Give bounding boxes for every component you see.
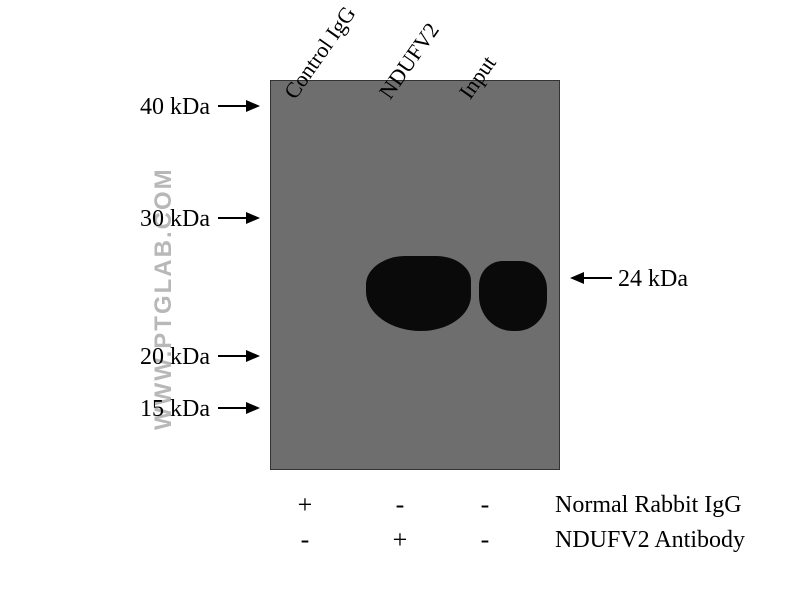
treatment-r1-c3: - (470, 490, 500, 520)
mw-arrow-20-line (218, 355, 246, 357)
treatment-r1-c1: + (290, 490, 320, 520)
mw-arrow-30-line (218, 217, 246, 219)
mw-label-15: 15 kDa (110, 396, 210, 423)
mw-arrow-40-head (246, 100, 260, 112)
treatment-r2-c2: + (385, 525, 415, 555)
band-lane3 (479, 261, 547, 331)
mw-arrow-30-head (246, 212, 260, 224)
treatment-r2-c1: - (290, 525, 320, 555)
figure-container: WWW.PTGLAB.COM Control IgG NDUFV2 Input … (0, 0, 800, 600)
mw-label-30: 30 kDa (110, 206, 210, 233)
band-lane2 (366, 256, 471, 331)
target-label-24: 24 kDa (618, 266, 688, 293)
target-arrow-head (570, 272, 584, 284)
treatment-r2-c3: - (470, 525, 500, 555)
mw-label-20: 20 kDa (110, 344, 210, 371)
mw-arrow-20-head (246, 350, 260, 362)
treatment-r1-label: Normal Rabbit IgG (555, 492, 742, 519)
mw-label-40: 40 kDa (110, 94, 210, 121)
treatment-r2-label: NDUFV2 Antibody (555, 527, 745, 554)
mw-arrow-40-line (218, 105, 246, 107)
treatment-r1-c2: - (385, 490, 415, 520)
blot-membrane (270, 80, 560, 470)
target-arrow-line (584, 277, 612, 279)
mw-arrow-15-line (218, 407, 246, 409)
mw-arrow-15-head (246, 402, 260, 414)
